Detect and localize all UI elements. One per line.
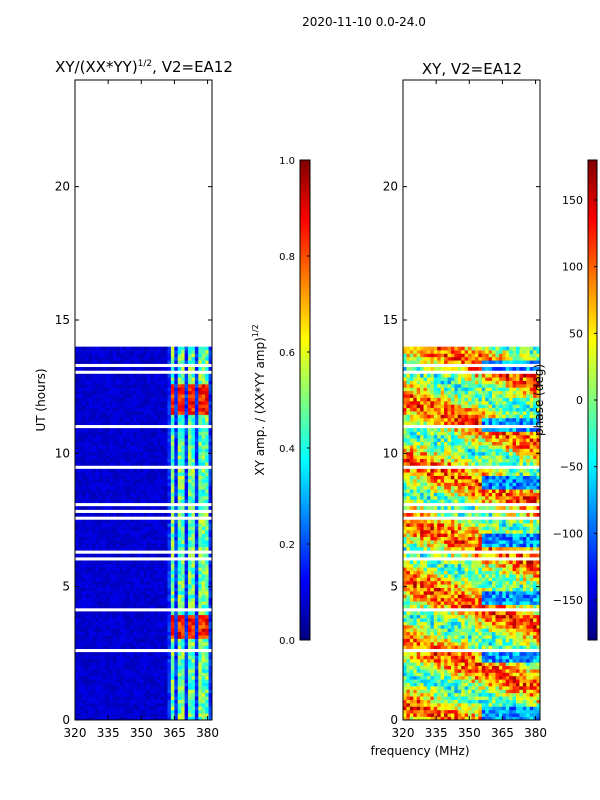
phase-y-axis: 0 5 10 15 20 — [383, 180, 540, 727]
amplitude-colorbar-ticks: 0.0 0.2 0.4 0.6 0.8 1.0 — [279, 156, 310, 647]
colorbar-tick-label: 0.0 — [279, 636, 295, 647]
amplitude-colorbar-frame — [299, 159, 311, 641]
y-tick-label: 5 — [390, 580, 398, 594]
colorbar-tick-label: −50 — [560, 461, 583, 474]
phase-colorbar-ticks: −150 −100 −50 0 50 100 150 — [553, 194, 597, 607]
amplitude-ylabel: UT (hours) — [34, 368, 48, 431]
x-tick-label: 335 — [425, 726, 448, 740]
amplitude-heatmap — [75, 346, 212, 720]
colorbar-tick-label: 0.8 — [279, 252, 295, 263]
phase-colorbar: −150 −100 −50 0 50 100 150 phase (deg) — [532, 159, 598, 641]
y-tick-label: 15 — [383, 313, 398, 327]
phase-axes-frame — [402, 79, 541, 721]
x-tick-label: 350 — [130, 726, 153, 740]
colorbar-tick-label: 50 — [569, 327, 583, 340]
colorbar-tick-label: 0.6 — [279, 348, 295, 359]
x-tick-label: 380 — [524, 726, 547, 740]
phase-colorbar-label: phase (deg) — [532, 364, 546, 436]
colorbar-tick-label: 1.0 — [279, 156, 295, 167]
colorbar-tick-label: −100 — [553, 527, 583, 540]
phase-title: XY, V2=EA12 — [422, 60, 522, 78]
amplitude-panel: XY/(XX*YY)1/2, V2=EA12 320 335 350 365 380 0… — [34, 58, 233, 740]
frequency-xlabel: frequency (MHz) — [370, 744, 469, 758]
colorbar-tick-label: −150 — [553, 594, 583, 607]
y-tick-label: 5 — [62, 580, 70, 594]
x-tick-label: 365 — [163, 726, 186, 740]
x-tick-label: 320 — [64, 726, 87, 740]
y-tick-label: 10 — [55, 446, 70, 460]
x-tick-label: 350 — [458, 726, 481, 740]
y-tick-label: 15 — [55, 313, 70, 327]
amplitude-x-axis: 320 335 350 365 380 — [64, 80, 219, 740]
amplitude-title: XY/(XX*YY)1/2, V2=EA12 — [55, 58, 233, 76]
x-tick-label: 365 — [491, 726, 514, 740]
amplitude-colorbar-label: XY amp. / (XX*YY amp)1/2 — [251, 324, 267, 475]
y-tick-label: 20 — [55, 180, 70, 194]
amplitude-axes-frame — [74, 79, 213, 721]
y-tick-label: 10 — [383, 446, 398, 460]
colorbar-tick-label: 100 — [562, 261, 583, 274]
amplitude-y-axis: 0 5 10 15 20 — [55, 180, 212, 727]
colorbar-tick-label: 150 — [562, 194, 583, 207]
y-tick-label: 0 — [390, 713, 398, 727]
phase-panel: XY, V2=EA12 320 335 350 365 380 0 5 10 15 20 fre… — [370, 60, 547, 758]
y-tick-label: 20 — [383, 180, 398, 194]
colorbar-tick-label: 0.2 — [279, 540, 295, 551]
x-tick-label: 320 — [392, 726, 415, 740]
colorbar-tick-label: 0 — [576, 394, 583, 407]
phase-heatmap — [403, 346, 540, 720]
x-tick-label: 380 — [196, 726, 219, 740]
amplitude-colorbar-gradient — [300, 160, 310, 640]
phase-x-axis: 320 335 350 365 380 — [392, 80, 547, 740]
figure-suptitle: 2020-11-10 0.0-24.0 — [302, 15, 426, 29]
colorbar-tick-label: 0.4 — [279, 444, 295, 455]
x-tick-label: 335 — [97, 726, 120, 740]
y-tick-label: 0 — [62, 713, 70, 727]
amplitude-colorbar: 0.0 0.2 0.4 0.6 0.8 1.0 XY amp. / (XX*YY amp)… — [251, 156, 311, 647]
phase-colorbar-gradient — [588, 160, 597, 640]
